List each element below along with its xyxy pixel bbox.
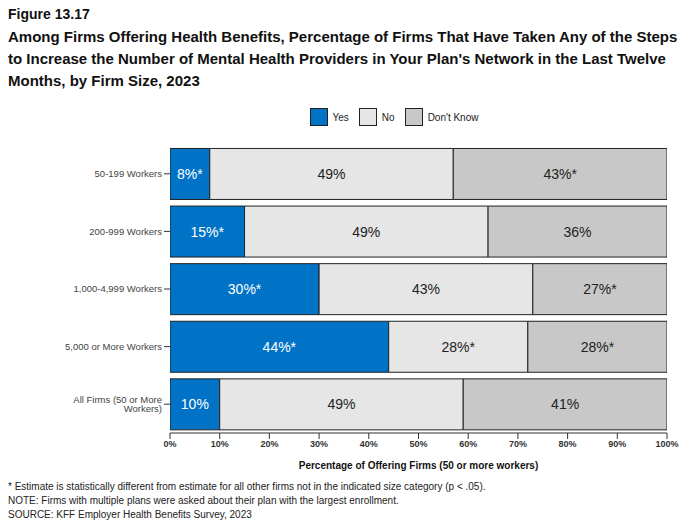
svg-text:49%: 49% bbox=[327, 396, 355, 412]
svg-text:100%: 100% bbox=[655, 439, 678, 449]
svg-text:49%: 49% bbox=[352, 224, 380, 240]
svg-text:1,000-4,999 Workers: 1,000-4,999 Workers bbox=[73, 283, 162, 294]
svg-text:28%*: 28%* bbox=[581, 339, 615, 355]
svg-text:30%*: 30%* bbox=[228, 281, 262, 297]
svg-text:27%*: 27%* bbox=[583, 281, 617, 297]
html-text:SOURCE: KFF Employer Health Be: SOURCE: KFF Employer Health Benefits Sur… bbox=[8, 509, 252, 520]
svg-text:0%: 0% bbox=[163, 439, 176, 449]
svg-text:36%: 36% bbox=[564, 224, 592, 240]
svg-text:50%: 50% bbox=[409, 439, 427, 449]
html-text:No: No bbox=[381, 111, 395, 123]
svg-text:50-199 Workers: 50-199 Workers bbox=[95, 168, 163, 179]
html-text:Yes: Yes bbox=[332, 111, 349, 123]
html-text:Don't Know: Don't Know bbox=[427, 111, 479, 123]
svg-text:30%: 30% bbox=[310, 439, 328, 449]
svg-text:Percentage of Offering Firms (: Percentage of Offering Firms (50 or more… bbox=[299, 460, 539, 471]
svg-text:200-999 Workers: 200-999 Workers bbox=[89, 226, 162, 237]
svg-text:15%*: 15%* bbox=[191, 224, 225, 240]
svg-text:20%: 20% bbox=[260, 439, 278, 449]
html-text:NOTE: Firms with multiple plan: NOTE: Firms with multiple plans were ask… bbox=[8, 495, 399, 506]
svg-text:90%: 90% bbox=[608, 439, 626, 449]
svg-text:80%: 80% bbox=[559, 439, 577, 449]
svg-text:43%*: 43%* bbox=[543, 166, 577, 182]
svg-text:70%: 70% bbox=[509, 439, 527, 449]
html-text:Among Firms Offering Health Be: Among Firms Offering Health Benefits, Pe… bbox=[8, 28, 678, 89]
svg-text:41%: 41% bbox=[551, 396, 579, 412]
svg-text:49%: 49% bbox=[318, 166, 346, 182]
svg-text:8%*: 8%* bbox=[177, 166, 203, 182]
svg-text:5,000 or More Workers: 5,000 or More Workers bbox=[65, 341, 162, 352]
svg-text:28%*: 28%* bbox=[442, 339, 476, 355]
svg-text:All Firms (50 or MoreWorkers): All Firms (50 or MoreWorkers) bbox=[73, 394, 162, 415]
html-text:* Estimate is statistically di: * Estimate is statistically different fr… bbox=[8, 481, 486, 492]
svg-text:60%: 60% bbox=[459, 439, 477, 449]
svg-text:40%: 40% bbox=[360, 439, 378, 449]
svg-text:10%: 10% bbox=[181, 396, 209, 412]
svg-text:10%: 10% bbox=[211, 439, 229, 449]
svg-text:44%*: 44%* bbox=[263, 339, 297, 355]
html-text:Figure 13.17: Figure 13.17 bbox=[8, 6, 90, 22]
svg-text:43%: 43% bbox=[412, 281, 440, 297]
